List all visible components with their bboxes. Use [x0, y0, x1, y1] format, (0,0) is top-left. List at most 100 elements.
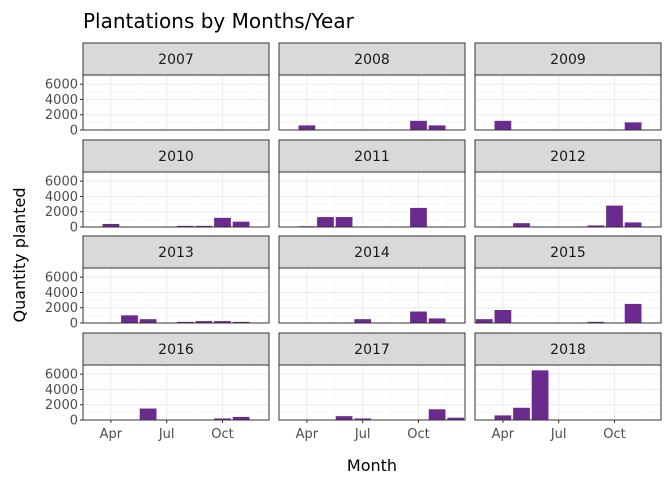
panel-border [278, 171, 466, 228]
y-tick-label: 0 [70, 221, 78, 236]
y-tick-label: 6000 [45, 78, 78, 93]
x-axes: Apr Jul Oct Apr Jul Oct Apr Jul Oct [100, 420, 626, 442]
bar-2012-m11 [624, 222, 642, 227]
bar-2013-m10 [214, 321, 231, 323]
facet-strip-label: 2009 [550, 52, 586, 68]
bar-2016-m10 [214, 418, 231, 420]
bar-2018-m5 [513, 407, 530, 420]
bar-2016-m6 [139, 408, 157, 420]
facet-strip [82, 42, 270, 76]
bar-2008-m10 [410, 120, 427, 130]
facet-strip [278, 235, 466, 269]
bar-2013-m6 [139, 319, 157, 323]
facet-strip [474, 332, 662, 366]
bar-2008-m11 [428, 125, 446, 130]
facet-panels: 2007 2008 2009 2010 2011 2012 2013 2014 2015 2016… [82, 42, 662, 421]
facet-strip-label: 2015 [550, 245, 586, 261]
x-tick-label: Apr [296, 427, 319, 442]
chart-title: Plantations by Months/Year [83, 9, 355, 33]
y-axis-title: Quantity planted [10, 187, 29, 322]
y-axes: 0200040006000020004000600002000400060000… [45, 78, 83, 429]
bar-2010-m10 [214, 217, 231, 227]
x-tick-label: Jul [550, 427, 567, 442]
facet-strip-label: 2007 [158, 52, 194, 68]
bar-2008-m4 [298, 125, 316, 130]
bar-2014-m7 [354, 319, 372, 323]
bar-2013-m5 [121, 315, 138, 323]
facet-strip [474, 42, 662, 76]
bar-2011-m10 [410, 207, 427, 227]
x-tick-label: Apr [100, 427, 123, 442]
facet-panel-2008: 2008 [278, 42, 466, 131]
bar-2017-m11 [428, 409, 446, 420]
y-tick-label: 0 [70, 317, 78, 332]
y-tick-label: 6000 [45, 175, 78, 190]
panel-border [82, 171, 270, 228]
facet-panel-2016: 2016 [82, 332, 270, 421]
bar-2014-m11 [428, 318, 446, 323]
facet-panel-2007: 2007 [82, 42, 270, 131]
y-tick-label: 4000 [45, 286, 78, 301]
bar-2018-m4 [494, 415, 512, 420]
panel-border [278, 364, 466, 421]
facet-panel-2010: 2010 [82, 139, 270, 228]
panel-border [278, 74, 466, 131]
bar-2014-m10 [410, 311, 427, 323]
facet-strip-label: 2010 [158, 149, 194, 165]
facet-panel-2017: 2017 [278, 332, 466, 421]
bar-2013-m8 [176, 321, 194, 323]
facet-strip-label: 2017 [354, 342, 390, 358]
facet-strip-label: 2008 [354, 52, 390, 68]
bar-2012-m10 [606, 205, 623, 227]
bar-2010-m11 [232, 221, 250, 227]
y-tick-label: 4000 [45, 383, 78, 398]
y-tick-label: 0 [70, 414, 78, 429]
panel-border [82, 364, 270, 421]
bar-2013-m11 [232, 321, 250, 323]
bar-2016-m11 [232, 416, 250, 420]
bar-2010-m9 [195, 225, 213, 227]
y-tick-label: 0 [70, 124, 78, 139]
x-tick-label: Oct [407, 427, 429, 442]
panel-border [278, 267, 466, 324]
bar-2013-m9 [195, 321, 213, 323]
y-tick-label: 2000 [45, 108, 78, 123]
y-tick-label: 6000 [45, 271, 78, 286]
bar-2012-m5 [513, 223, 530, 227]
x-axis-title: Month [347, 456, 397, 475]
facet-panel-2013: 2013 [82, 235, 270, 324]
x-tick-label: Jul [354, 427, 371, 442]
bar-2010-m4 [102, 223, 120, 227]
facet-strip [82, 332, 270, 366]
facet-strip [82, 139, 270, 173]
facet-strip-label: 2013 [158, 245, 194, 261]
facet-panel-2014: 2014 [278, 235, 466, 324]
facet-strip-label: 2018 [550, 342, 586, 358]
x-tick-label: Jul [158, 427, 175, 442]
bar-2018-m6 [531, 370, 549, 420]
facet-panel-2009: 2009 [474, 42, 662, 131]
panel-border [82, 74, 270, 131]
bar-2011-m5 [317, 217, 334, 227]
panel-border [82, 267, 270, 324]
bar-2009-m11 [624, 122, 642, 130]
bar-2011-m6 [335, 217, 353, 227]
panel-border [474, 364, 662, 421]
facet-strip [474, 139, 662, 173]
y-tick-label: 2000 [45, 398, 78, 413]
facet-strip-label: 2012 [550, 149, 586, 165]
facet-strip [278, 139, 466, 173]
x-tick-label: Apr [492, 427, 515, 442]
bar-2015-m11 [624, 303, 642, 323]
bar-2010-m8 [176, 225, 194, 227]
bar-2015-m3 [475, 319, 493, 323]
facet-panel-2015: 2015 [474, 235, 662, 324]
bar-2017-m6 [335, 416, 353, 420]
facet-strip-label: 2014 [354, 245, 390, 261]
panel-border [474, 74, 662, 131]
x-tick-label: Oct [211, 427, 233, 442]
bar-2017-m12 [447, 417, 465, 420]
y-tick-label: 2000 [45, 301, 78, 316]
bar-2009-m4 [494, 120, 512, 130]
